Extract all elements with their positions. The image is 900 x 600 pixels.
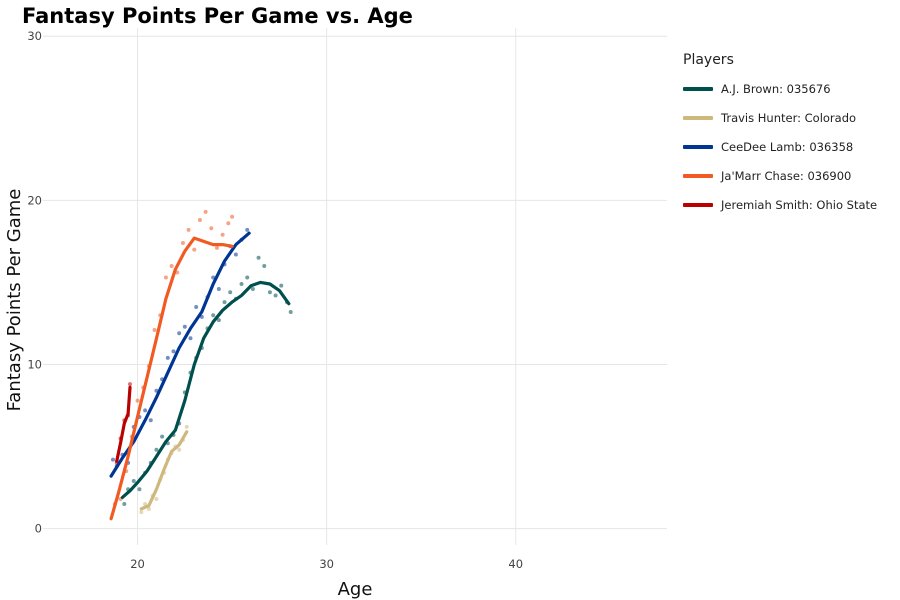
legend-item[interactable]: Travis Hunter: Colorado (683, 103, 877, 132)
data-point (267, 290, 272, 295)
legend-swatch (683, 86, 713, 91)
data-point (273, 293, 278, 298)
legend-label: Jeremiah Smith: Ohio State (721, 197, 878, 212)
data-point (171, 349, 176, 354)
data-point (177, 331, 182, 336)
data-point (245, 227, 250, 232)
legend-swatch (683, 173, 713, 178)
x-axis-label: Age (338, 579, 373, 600)
data-point (143, 501, 148, 506)
trend-lines (109, 231, 291, 521)
data-point (203, 209, 208, 214)
x-tick-label: 30 (319, 557, 334, 571)
legend-title: Players (683, 52, 734, 68)
data-point (127, 382, 132, 387)
legend-item[interactable]: CeeDee Lamb: 036358 (683, 132, 877, 161)
data-point (228, 290, 233, 295)
data-point (230, 214, 235, 219)
data-point (169, 263, 174, 268)
data-point (262, 263, 267, 268)
y-tick-label: 30 (27, 29, 42, 43)
data-point (209, 226, 214, 231)
data-point (152, 327, 157, 332)
data-point (188, 336, 193, 341)
data-point (160, 434, 165, 439)
data-point (226, 221, 231, 226)
legend-item[interactable]: A.J. Brown: 035676 (683, 74, 877, 103)
data-point (184, 424, 189, 429)
data-point (239, 282, 244, 287)
trend-line (109, 236, 234, 521)
legend-item[interactable]: Jeremiah Smith: Ohio State (683, 190, 877, 219)
data-point (110, 457, 115, 462)
data-point (131, 478, 136, 483)
data-point (154, 497, 159, 502)
data-point (214, 245, 219, 250)
trend-line (109, 231, 251, 478)
data-point (139, 510, 144, 515)
data-point (143, 408, 148, 413)
data-point (186, 227, 191, 232)
data-point (146, 506, 151, 511)
y-tick-label: 0 (35, 522, 42, 536)
data-point (211, 313, 216, 318)
data-point (137, 487, 142, 492)
y-axis-label: Fantasy Points Per Game (4, 189, 25, 412)
legend-swatch (683, 144, 713, 149)
data-point (256, 255, 261, 260)
data-point (194, 305, 199, 310)
data-point (233, 252, 238, 257)
data-point (165, 355, 170, 360)
legend-swatch (683, 115, 713, 120)
trend-line (115, 385, 132, 463)
data-point (216, 286, 221, 291)
legend-swatch (683, 202, 713, 207)
trend-line (120, 280, 291, 499)
data-point (177, 447, 182, 452)
data-point (180, 241, 185, 246)
chart-title: Fantasy Points Per Game vs. Age (22, 4, 413, 28)
data-point (122, 501, 127, 506)
x-tick-label: 40 (508, 557, 523, 571)
trend-line (139, 430, 189, 511)
data-point (245, 275, 250, 280)
data-point (216, 318, 221, 323)
legend: Players A.J. Brown: 035676 Travis Hunter:… (683, 52, 877, 219)
data-point (288, 309, 293, 314)
data-point (163, 275, 168, 280)
legend-label: CeeDee Lamb: 036358 (721, 139, 854, 154)
legend-label: A.J. Brown: 035676 (721, 81, 831, 96)
y-tick-label: 10 (27, 357, 42, 371)
data-point (222, 300, 227, 305)
scatter-points (110, 209, 293, 515)
legend-label: Travis Hunter: Colorado (721, 110, 857, 125)
y-tick-label: 20 (27, 193, 42, 207)
x-tick-label: 20 (130, 557, 145, 571)
data-point (192, 247, 197, 252)
tick-labels: 20 30 40 0 10 20 30 (27, 29, 523, 571)
legend-item[interactable]: Ja'Marr Chase: 036900 (683, 161, 877, 190)
data-point (279, 283, 284, 288)
data-point (197, 218, 202, 223)
data-point (220, 232, 225, 237)
data-point (135, 398, 140, 403)
grid-lines (43, 28, 667, 545)
data-point (250, 286, 255, 291)
data-point (154, 447, 159, 452)
data-point (148, 418, 153, 423)
data-point (182, 324, 187, 329)
legend-label: Ja'Marr Chase: 036900 (721, 168, 852, 183)
